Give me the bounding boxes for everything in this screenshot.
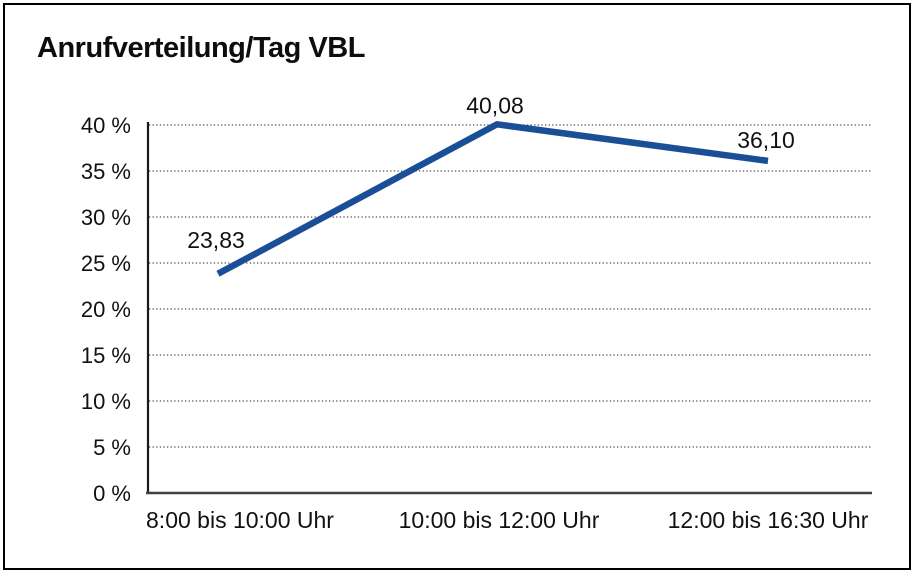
y-tick-label: 20 % [81, 297, 131, 322]
x-axis-category-labels: 8:00 bis 10:00 Uhr 10:00 bis 12:00 Uhr 12:… [146, 507, 869, 533]
y-axis-tick-labels: 0 % 5 % 10 % 15 % 20 % 25 % 30 % 35 % 40 % [81, 113, 131, 506]
axes [146, 122, 872, 495]
x-category-label: 10:00 bis 12:00 Uhr [399, 507, 600, 533]
y-tick-label: 5 % [93, 435, 131, 460]
data-point-labels: 23,83 40,08 36,10 [187, 92, 795, 253]
y-tick-label: 10 % [81, 389, 131, 414]
x-category-label: 8:00 bis 10:00 Uhr [146, 507, 334, 533]
x-category-label: 12:00 bis 16:30 Uhr [668, 507, 869, 533]
y-tick-label: 25 % [81, 251, 131, 276]
data-point-label: 40,08 [466, 92, 524, 118]
y-tick-label: 35 % [81, 159, 131, 184]
y-tick-label: 0 % [93, 481, 131, 506]
y-tick-label: 40 % [81, 113, 131, 138]
y-tick-label: 30 % [81, 205, 131, 230]
gridlines [149, 124, 872, 448]
series-line [216, 120, 769, 277]
chart-border-frame [3, 3, 911, 570]
y-tick-label: 15 % [81, 343, 131, 368]
data-point-label: 23,83 [187, 227, 245, 253]
data-point-label: 36,10 [737, 127, 795, 153]
chart-title: Anrufverteilung/Tag VBL [37, 32, 365, 64]
data-series [216, 120, 769, 277]
